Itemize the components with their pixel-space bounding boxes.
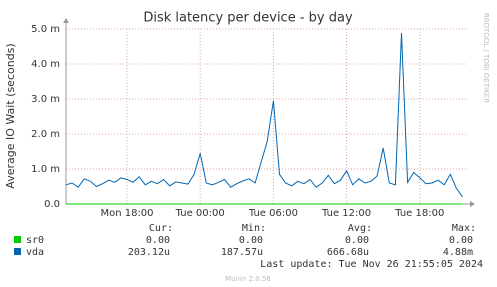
stat-header: Cur: bbox=[149, 223, 173, 234]
legend-swatch bbox=[14, 248, 21, 255]
x-tick-label: Tue 18:00 bbox=[394, 208, 444, 219]
y-tick-label: 0.0 bbox=[44, 199, 60, 210]
y-tick-label: 4.0 m bbox=[31, 59, 60, 70]
stat-value: 0.00 bbox=[239, 235, 263, 246]
stat-value: 187.57u bbox=[221, 247, 263, 258]
stat-value: 0.00 bbox=[146, 235, 170, 246]
y-tick-label: 2.0 m bbox=[31, 129, 60, 140]
y-tick-label: 5.0 m bbox=[31, 24, 60, 35]
x-axis-arrow bbox=[470, 201, 475, 207]
x-tick-label: Mon 18:00 bbox=[100, 208, 153, 219]
stat-header: Avg: bbox=[348, 223, 372, 234]
stat-value: 4.88m bbox=[443, 247, 473, 258]
x-tick-label: Tue 12:00 bbox=[321, 208, 371, 219]
y-axis-arrow bbox=[63, 18, 69, 23]
last-update: Last update: Tue Nov 26 21:55:05 2024 bbox=[260, 259, 483, 270]
legend-label: vda bbox=[26, 247, 44, 258]
stat-value: 203.12u bbox=[128, 247, 170, 258]
stat-value: 0.00 bbox=[449, 235, 473, 246]
chart-title: Disk latency per device - by day bbox=[143, 11, 353, 26]
series-line bbox=[65, 33, 463, 198]
side-text: RRDTOOL / TOBI OETIKER bbox=[482, 13, 490, 103]
y-tick-label: 3.0 m bbox=[31, 94, 60, 105]
legend-swatch bbox=[14, 236, 21, 243]
footer: Munin 2.0.56 bbox=[225, 275, 271, 283]
stat-value: 0.00 bbox=[345, 235, 369, 246]
stat-header: Min: bbox=[242, 223, 266, 234]
stat-value: 666.68u bbox=[327, 247, 369, 258]
y-axis-label: Average IO Wait (seconds) bbox=[4, 43, 17, 188]
x-tick-label: Tue 00:00 bbox=[175, 208, 225, 219]
stat-header: Max: bbox=[452, 223, 476, 234]
x-tick-label: Tue 06:00 bbox=[248, 208, 298, 219]
legend-label: sr0 bbox=[26, 235, 44, 246]
y-tick-label: 1.0 m bbox=[31, 164, 60, 175]
